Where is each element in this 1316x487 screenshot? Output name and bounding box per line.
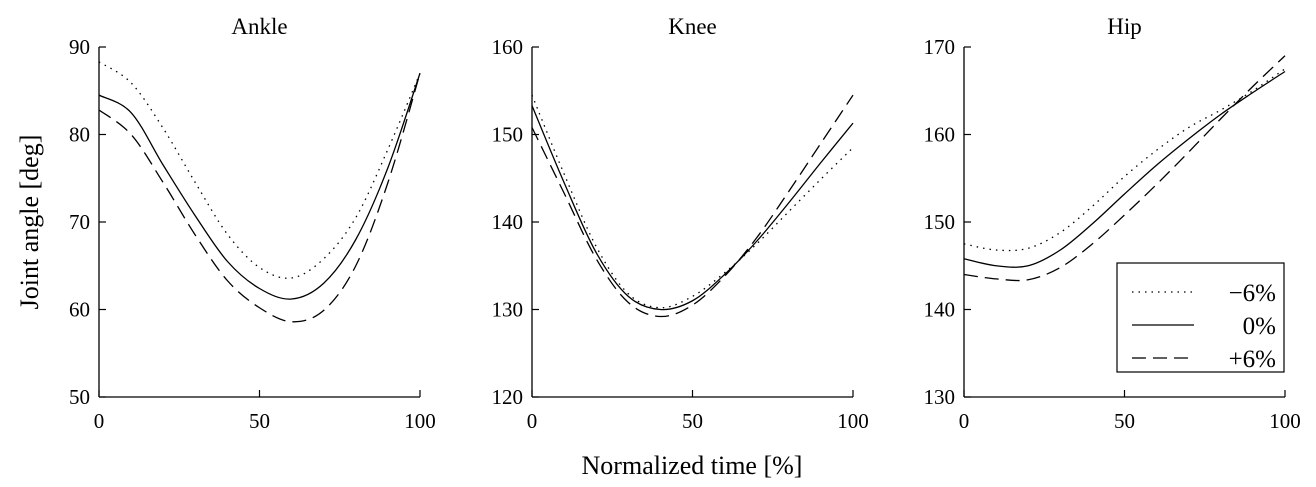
series-line-dotted <box>531 94 854 309</box>
series-line-dashed <box>98 73 421 323</box>
y-axis-label: Joint angle [deg] <box>15 135 44 310</box>
y-tick-label: 60 <box>69 298 90 322</box>
legend-box <box>1116 262 1285 373</box>
series-line-dashed <box>963 55 1286 282</box>
series-line-solid <box>98 73 421 300</box>
panel-title: Knee <box>668 14 717 39</box>
y-tick-label: 90 <box>69 35 90 59</box>
y-tick-label: 160 <box>924 123 956 147</box>
panel-title: Hip <box>1107 14 1142 39</box>
x-tick-label: 50 <box>1114 409 1135 433</box>
x-tick-label: 0 <box>527 409 538 433</box>
x-tick-label: 0 <box>94 409 105 433</box>
y-tick-label: 120 <box>492 385 524 409</box>
x-tick-label: 50 <box>249 409 270 433</box>
legend-label: +6% <box>1229 346 1276 373</box>
x-tick-label: 100 <box>1269 409 1301 433</box>
series-line-solid <box>531 105 854 311</box>
panel-hip: Hip 130 140 150 160 170 0 50 100 <box>924 14 1301 433</box>
series-line-dotted <box>98 61 421 279</box>
y-tick-label: 150 <box>924 210 956 234</box>
panel-knee: Knee 120 130 140 150 160 0 50 100 <box>492 14 869 433</box>
y-tick-label: 160 <box>492 35 524 59</box>
x-tick-label: 100 <box>837 409 869 433</box>
y-tick-label: 140 <box>924 298 956 322</box>
x-tick-label: 50 <box>682 409 703 433</box>
series-line-dotted <box>963 68 1286 252</box>
x-axis-label: Normalized time [%] <box>582 451 803 480</box>
y-tick-label: 70 <box>69 210 90 234</box>
x-tick-label: 100 <box>404 409 436 433</box>
legend-label: −6% <box>1229 280 1276 307</box>
panel-title: Ankle <box>231 14 287 39</box>
y-tick-label: 170 <box>924 35 956 59</box>
y-tick-label: 80 <box>69 123 90 147</box>
y-tick-label: 130 <box>924 385 956 409</box>
series-line-solid <box>963 70 1286 268</box>
y-tick-label: 130 <box>492 298 524 322</box>
y-tick-label: 140 <box>492 210 524 234</box>
legend-label: 0% <box>1243 313 1276 340</box>
legend: −6% 0% +6% <box>1116 262 1285 373</box>
y-tick-label: 50 <box>69 385 90 409</box>
x-tick-label: 0 <box>959 409 970 433</box>
y-tick-label: 150 <box>492 123 524 147</box>
series-line-dashed <box>531 94 854 318</box>
